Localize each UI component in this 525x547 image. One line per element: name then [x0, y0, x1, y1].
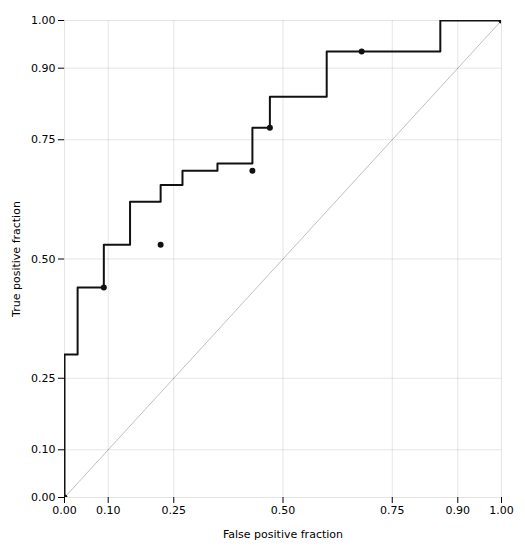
svg-text:0.90: 0.90 — [446, 504, 471, 517]
svg-text:0.75: 0.75 — [31, 133, 56, 146]
svg-text:0.25: 0.25 — [162, 504, 187, 517]
svg-text:0.90: 0.90 — [31, 62, 56, 75]
svg-text:0.50: 0.50 — [271, 504, 296, 517]
svg-text:1.00: 1.00 — [489, 504, 514, 517]
svg-text:True positive fraction: True positive fraction — [10, 201, 23, 318]
svg-text:0.00: 0.00 — [31, 491, 56, 504]
svg-text:0.10: 0.10 — [31, 443, 56, 456]
svg-text:0.75: 0.75 — [380, 504, 405, 517]
svg-text:0.10: 0.10 — [96, 504, 121, 517]
svg-text:1.00: 1.00 — [31, 14, 56, 27]
svg-text:0.50: 0.50 — [31, 253, 56, 266]
svg-text:False positive fraction: False positive fraction — [223, 528, 343, 541]
svg-text:0.00: 0.00 — [52, 504, 77, 517]
svg-text:0.25: 0.25 — [31, 372, 56, 385]
